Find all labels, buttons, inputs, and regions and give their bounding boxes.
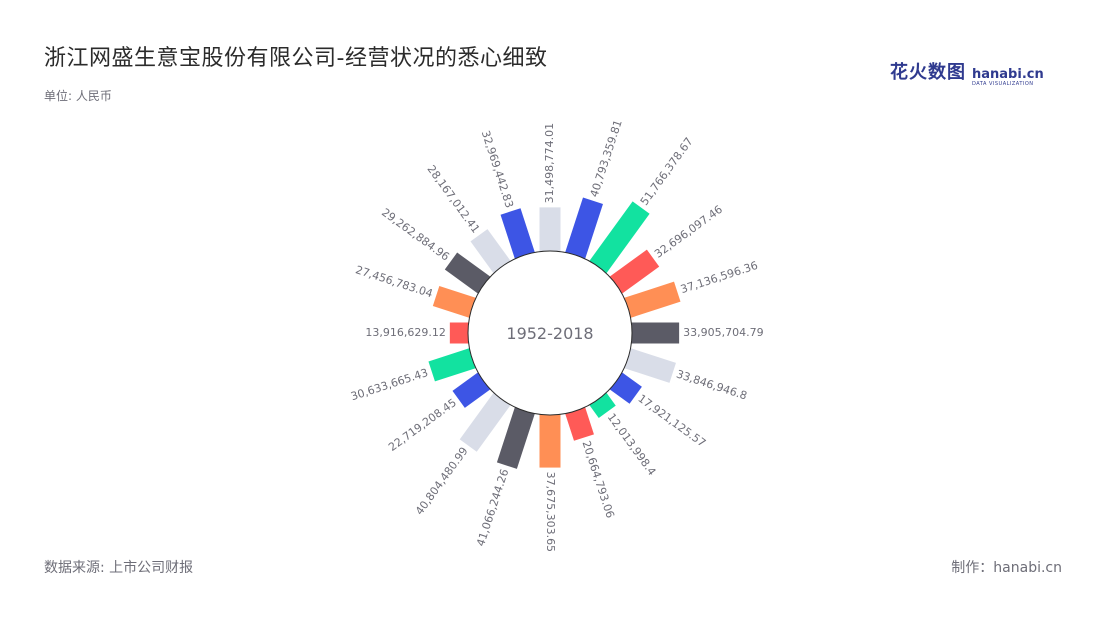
- radial-bar: [496, 403, 536, 469]
- value-label: 32,969,442.83: [479, 129, 516, 210]
- value-label: 20,664,793.06: [580, 439, 617, 520]
- value-label: 27,456,783.04: [354, 263, 435, 300]
- value-label: 40,804,480.99: [413, 445, 471, 518]
- value-label: 30,633,665.43: [349, 366, 430, 403]
- value-label: 41,066,244.26: [474, 467, 511, 548]
- logo-cn-text: 花火数图: [890, 62, 966, 83]
- value-label: 28,167,012.41: [424, 163, 482, 236]
- credit-label: 制作：hanabi.cn: [951, 560, 1062, 576]
- value-label: 31,498,774.01: [543, 123, 556, 203]
- radial-bar: [539, 411, 561, 468]
- value-label: 17,921,125.57: [635, 392, 708, 450]
- value-label: 40,793,359.81: [588, 118, 625, 199]
- radial-bar: [459, 389, 513, 452]
- radial-bar: [620, 281, 681, 319]
- radial-bar: [428, 347, 480, 382]
- radial-bar: [500, 208, 536, 263]
- value-label: 51,766,378.67: [638, 135, 696, 208]
- radial-bar: [606, 249, 660, 296]
- value-label: 32,696,097.46: [652, 203, 725, 261]
- logo-sub-text: DATA VISUALIZATION: [972, 81, 1034, 87]
- center-circle: [467, 250, 633, 416]
- unit-label: 单位: 人民币: [44, 89, 112, 103]
- radial-bar: [620, 347, 676, 383]
- radial-bar: [432, 285, 480, 319]
- value-label: 37,675,303.65: [544, 472, 557, 552]
- value-label: 37,136,596.36: [679, 259, 760, 296]
- value-label: 33,846,946.8: [675, 367, 749, 402]
- data-source: 数据来源: 上市公司财报: [44, 560, 194, 576]
- value-label: 12,013,998.4: [605, 411, 659, 478]
- chart-title: 浙江网盛生意宝股份有限公司-经营状况的悉心细致: [44, 46, 548, 71]
- value-label: 13,916,629.12: [365, 326, 445, 339]
- radial-bar: [449, 322, 473, 344]
- radial-bar: [444, 252, 494, 296]
- radial-bar: [564, 403, 594, 441]
- radial-bar: [628, 322, 680, 344]
- radial-bar: [539, 207, 561, 255]
- radial-bar: [587, 201, 650, 277]
- radial-bar: [564, 197, 603, 263]
- center-label: 1952-2018: [506, 324, 593, 343]
- value-label: 22,719,208.45: [386, 396, 459, 454]
- logo-en-text: hanabi.cn: [972, 67, 1044, 82]
- value-label: 29,262,884.96: [379, 206, 452, 264]
- value-label: 33,905,704.79: [683, 326, 763, 339]
- brand-logo: 花火数图 hanabi.cn DATA VISUALIZATION: [890, 58, 1044, 87]
- radial-bar: [470, 229, 513, 277]
- radial-bar: [587, 389, 616, 418]
